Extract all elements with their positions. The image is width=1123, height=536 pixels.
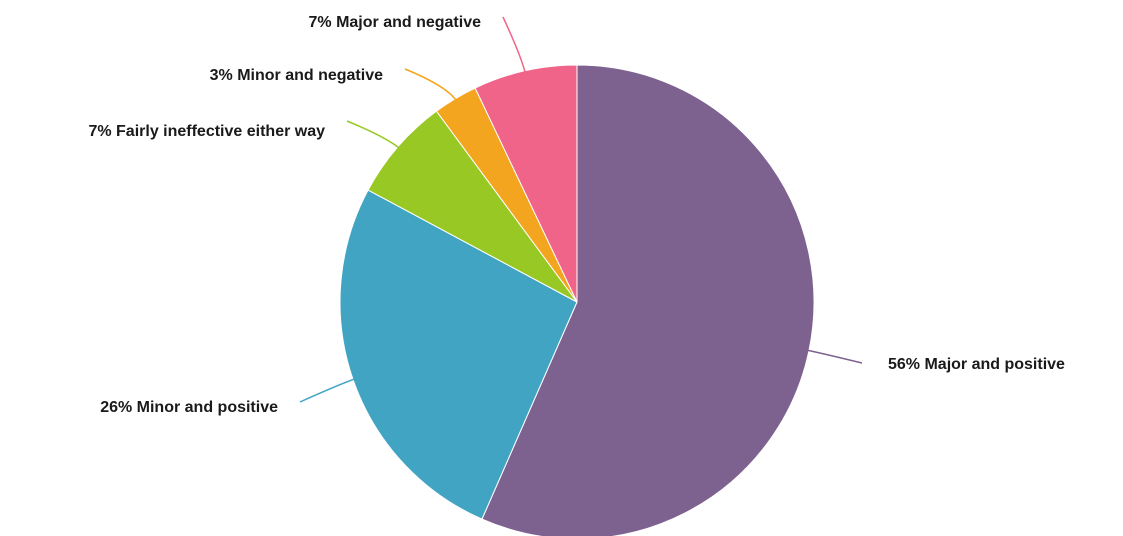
leader-line-1 — [804, 348, 863, 364]
leader-line-5 — [502, 16, 527, 75]
slice-label-5: 7% Major and negative — [309, 14, 482, 31]
leader-line-2 — [299, 377, 358, 403]
leader-lines-layer — [299, 16, 863, 403]
slice-label-2: 26% Minor and positive — [100, 399, 278, 416]
slices-layer — [339, 64, 815, 536]
slice-label-1: 56% Major and positive — [888, 356, 1065, 373]
slice-label-3: 7% Fairly ineffective either way — [88, 123, 325, 140]
slice-label-4: 3% Minor and negative — [210, 67, 383, 84]
leader-line-3 — [346, 120, 402, 150]
labels-layer: 56% Major and positive 26% Minor and posi… — [88, 14, 1065, 416]
leader-line-4 — [404, 68, 458, 103]
